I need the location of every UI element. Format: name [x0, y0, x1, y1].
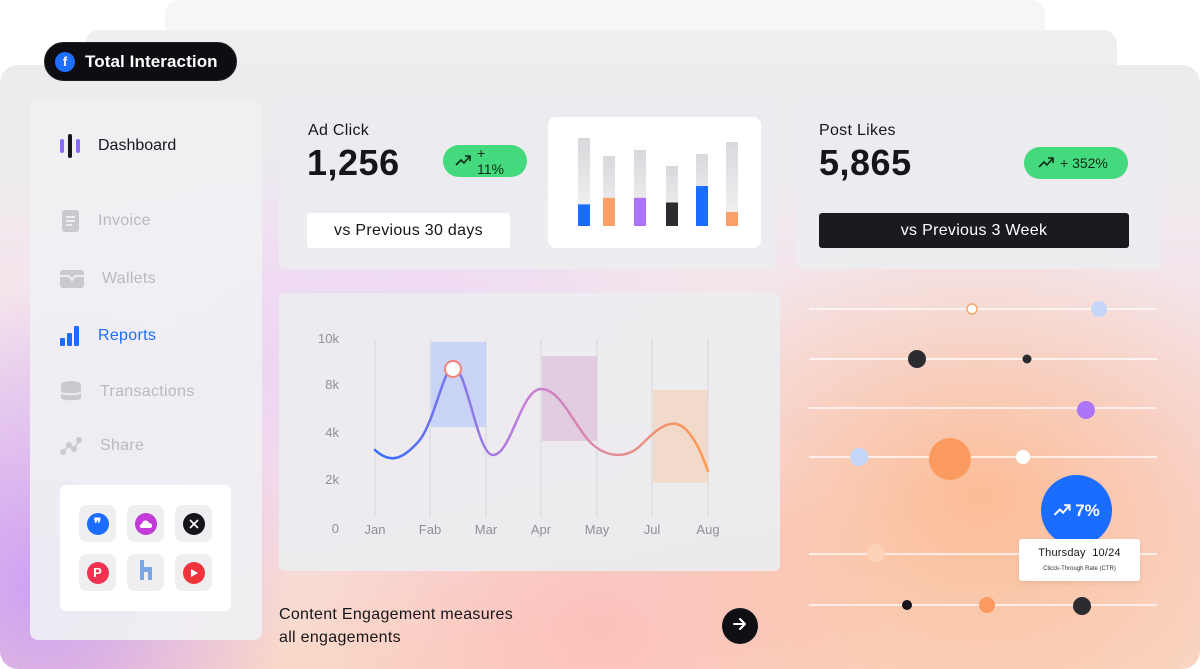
- app-houzz[interactable]: [127, 554, 164, 591]
- trend-value: + 11%: [477, 145, 504, 177]
- ad-click-mini-chart: [548, 117, 761, 248]
- sidebar-item-transactions[interactable]: Transactions: [60, 381, 195, 403]
- arrow-right-icon: [732, 616, 748, 637]
- ad-click-title: Ad Click: [308, 122, 370, 139]
- mini-bar: [696, 186, 708, 226]
- houzz-app-icon: [139, 560, 153, 585]
- sidebar-item-label: Invoice: [98, 212, 151, 229]
- trend-value: + 352%: [1060, 155, 1108, 171]
- engagement-description: Content Engagement measures all engageme…: [279, 603, 513, 649]
- badge-label: Total Interaction: [85, 51, 218, 71]
- x-tick-label: Apr: [531, 522, 552, 537]
- sidebar-brand[interactable]: Dashboard: [60, 134, 176, 158]
- chart-point-marker[interactable]: [444, 360, 462, 378]
- quote-app-icon: ❞: [86, 512, 109, 535]
- ctr-date-row: Thursday 10/24: [1019, 547, 1140, 559]
- app-pinterest[interactable]: P: [79, 554, 116, 591]
- mini-bar: [666, 202, 678, 226]
- mini-bar-track: [726, 142, 738, 226]
- ad-click-value: 1,256: [307, 142, 400, 183]
- brand-logo-icon: [60, 134, 80, 158]
- invoice-icon: [60, 210, 80, 232]
- x-tick-label: Fab: [419, 522, 441, 537]
- pinterest-app-icon: P: [86, 561, 109, 584]
- y-tick-label: 2k: [325, 472, 339, 487]
- database-icon: [60, 381, 82, 403]
- mini-bar-track: [578, 138, 590, 226]
- app-x[interactable]: [175, 505, 212, 542]
- sidebar-item-wallets[interactable]: Wallets: [60, 268, 156, 290]
- facebook-icon: f: [55, 51, 75, 72]
- period-label: vs Previous 30 days: [334, 221, 483, 239]
- app-quote[interactable]: ❞: [79, 505, 116, 542]
- youtube-app-icon: [182, 561, 205, 584]
- ctr-date: 10/24: [1092, 547, 1121, 559]
- ctr-value: 7%: [1075, 500, 1100, 520]
- ctr-day: Thursday: [1038, 547, 1086, 559]
- y-tick-label: 10k: [318, 331, 339, 346]
- trend-up-icon: [1053, 501, 1071, 521]
- trend-up-icon: [455, 153, 471, 169]
- wallet-icon: [60, 268, 84, 290]
- sidebar-brand-label: Dashboard: [98, 137, 177, 154]
- ctr-tooltip: Thursday 10/24 Clicck-Through Rate (CTR): [1019, 539, 1140, 581]
- engagement-line-chart: 10k 8k 4k 2k 0 Jan Fab Mar Apr May Jul Aug: [318, 331, 720, 537]
- period-label: vs Previous 3 Week: [900, 221, 1048, 239]
- app-youtube[interactable]: [175, 554, 212, 591]
- sidebar-item-share[interactable]: Share: [60, 435, 144, 457]
- highlight-band: [542, 356, 597, 441]
- engagement-chart-card: 10k 8k 4k 2k 0 Jan Fab Mar Apr May Jul Aug: [279, 293, 780, 571]
- x-tick-label: Mar: [475, 522, 498, 537]
- cloud-app-icon: [134, 512, 157, 535]
- total-interaction-badge[interactable]: f Total Interaction: [44, 42, 237, 81]
- mini-bar: [634, 197, 646, 226]
- y-tick-label: 8k: [325, 377, 339, 392]
- x-tick-label: May: [585, 522, 610, 537]
- post-likes-period-selector[interactable]: vs Previous 3 Week: [819, 213, 1129, 248]
- ad-click-period-selector[interactable]: vs Previous 30 days: [307, 213, 510, 248]
- ctr-bubble[interactable]: 7%: [1041, 475, 1112, 546]
- highlight-band: [431, 342, 486, 427]
- description-line: all engagements: [279, 629, 401, 646]
- sidebar: Dashboard Invoice Wallets Reports Transa: [30, 100, 262, 640]
- sidebar-item-reports[interactable]: Reports: [60, 325, 156, 347]
- share-icon: [60, 435, 82, 457]
- y-tick-label: 4k: [325, 425, 339, 440]
- x-app-icon: [182, 512, 205, 535]
- mini-bar-chart: [578, 138, 738, 226]
- reports-icon: [60, 325, 80, 347]
- post-likes-title: Post Likes: [819, 122, 896, 139]
- highlight-band: [653, 390, 708, 483]
- sidebar-item-invoice[interactable]: Invoice: [60, 210, 151, 232]
- apps-grid: ❞ P: [60, 485, 231, 611]
- mini-bar: [578, 204, 590, 226]
- ad-click-trend-badge: + 11%: [443, 145, 527, 177]
- sidebar-item-label: Transactions: [100, 383, 195, 400]
- sidebar-item-label: Share: [100, 437, 145, 454]
- next-button[interactable]: [722, 608, 758, 644]
- mini-bar: [726, 211, 738, 226]
- post-likes-trend-badge: + 352%: [1024, 147, 1128, 179]
- description-line: Content Engagement measures: [279, 606, 514, 623]
- x-tick-label: Jul: [644, 522, 661, 537]
- ctr-subtitle: Clicck-Through Rate (CTR): [1043, 566, 1116, 572]
- app-cloud[interactable]: [127, 505, 164, 542]
- trend-up-icon: [1038, 155, 1054, 171]
- series-line: [373, 365, 710, 473]
- post-likes-value: 5,865: [819, 142, 912, 183]
- sidebar-item-label: Reports: [98, 327, 157, 344]
- mini-bar: [603, 197, 615, 226]
- sidebar-item-label: Wallets: [102, 270, 156, 287]
- x-tick-label: Jan: [365, 522, 386, 537]
- x-tick-label: Aug: [696, 522, 719, 537]
- y-tick-label: 0: [332, 521, 339, 536]
